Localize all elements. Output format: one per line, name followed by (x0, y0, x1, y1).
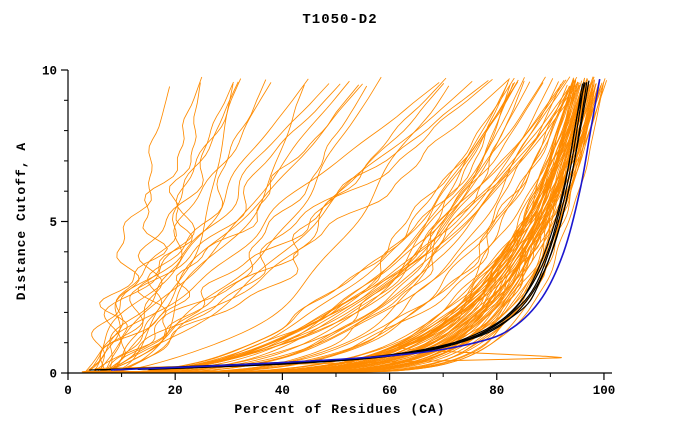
svg-text:100: 100 (593, 384, 616, 398)
svg-text:40: 40 (275, 384, 290, 398)
chart-title: T1050-D2 (302, 12, 378, 28)
svg-text:60: 60 (382, 384, 397, 398)
svg-text:80: 80 (489, 384, 504, 398)
svg-text:10: 10 (42, 65, 57, 79)
svg-text:5: 5 (49, 216, 57, 230)
svg-text:20: 20 (168, 384, 183, 398)
svg-text:0: 0 (49, 368, 57, 382)
x-axis-label: Percent of Residues (CA) (234, 402, 446, 417)
svg-text:0: 0 (64, 384, 72, 398)
